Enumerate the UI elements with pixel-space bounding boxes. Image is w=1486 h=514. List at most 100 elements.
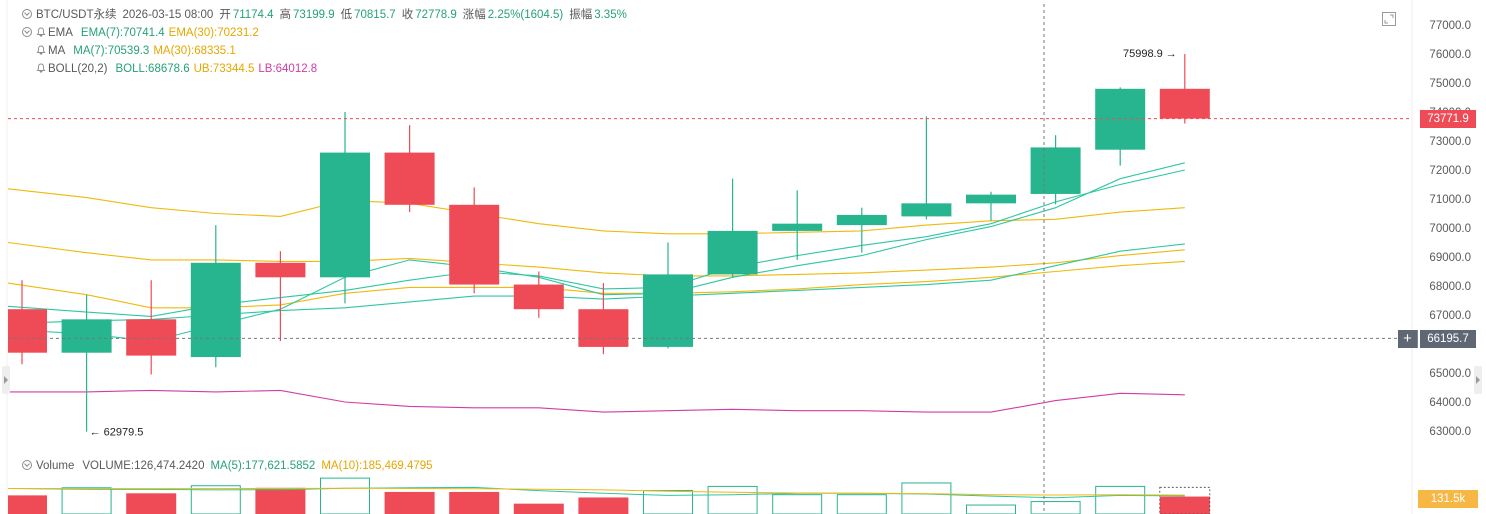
candle-body (61, 319, 112, 353)
open-value: 71174.4 (232, 9, 274, 21)
boll-upper-line (7, 188, 1185, 235)
boll-lower-line (8, 389, 1185, 413)
price-axis: 77000.076000.075000.074000.073000.072000… (1429, 20, 1471, 438)
boll-ub-value: UB:73344.5 (193, 63, 255, 75)
ema-legend: EMA EMA(7):70741.4 EMA(30):70231.2 (22, 26, 263, 40)
volume-bar (578, 497, 629, 514)
ma-bell-icon[interactable] (36, 45, 46, 55)
ma7-line (7, 169, 1185, 317)
amplitude-value: 3.35% (594, 9, 627, 21)
fullscreen-expand-icon[interactable] (1381, 11, 1397, 27)
collapse-chevron-icon[interactable] (22, 9, 32, 19)
low-label: 低 (340, 9, 353, 21)
add-alert-plus-button[interactable]: + (1398, 330, 1418, 348)
candle-body (513, 284, 564, 310)
volume-bar (61, 487, 112, 514)
candle-body (966, 194, 1016, 204)
candle-body (1159, 88, 1210, 119)
volume-bar (320, 477, 370, 514)
candle-body (772, 223, 823, 231)
volume-chevron-icon[interactable] (22, 460, 32, 470)
price-tick-label: 65000.0 (1429, 368, 1471, 380)
price-tick-label: 76000.0 (1429, 49, 1471, 61)
candle-body (643, 274, 693, 347)
time-label: 2026-03-15 08:00 (122, 9, 214, 21)
close-label: 收 (401, 9, 414, 21)
boll-bell-icon[interactable] (36, 63, 46, 73)
price-tick-label: 70000.0 (1429, 223, 1471, 235)
low-value: 70815.7 (354, 9, 396, 21)
volume-bar (384, 491, 435, 514)
crosshair-price-tag: 66195.7 (1420, 330, 1476, 348)
candle-body (707, 230, 758, 275)
ma7-value: MA(7):70539.3 (73, 45, 150, 57)
price-tick-label: 77000.0 (1429, 20, 1471, 32)
volume-bar (643, 490, 693, 514)
candle-body (384, 152, 435, 205)
price-tick-label: 63000.0 (1429, 426, 1471, 438)
crosshair-overlay: 75998.9 → ← 62979.5 (8, 4, 1412, 514)
volume-bar (966, 504, 1016, 514)
volume-bar (513, 503, 564, 514)
volume-bar (1095, 485, 1146, 514)
volume-ma10-value: MA(10):185,469.4795 (321, 460, 433, 472)
left-panel-toggle-handle[interactable] (2, 366, 10, 394)
price-tick-label: 67000.0 (1429, 310, 1471, 322)
candle-body (126, 319, 177, 356)
candle-body (901, 203, 952, 217)
high-price-annotation: 75998.9 → (1123, 48, 1177, 60)
ema-bell-icon[interactable] (36, 27, 46, 37)
candle-body (1095, 88, 1146, 150)
volume-legend: Volume VOLUME:126,474.2420 MA(5):177,621.5… (22, 459, 437, 473)
price-tick-label: 73000.0 (1429, 136, 1471, 148)
candle-body (190, 262, 241, 358)
volume-ma5-value: MA(5):177,621.5852 (210, 460, 316, 472)
volume-value: VOLUME:126,474.2420 (82, 460, 205, 472)
open-label: 开 (219, 9, 231, 21)
volume-bar (772, 494, 823, 514)
candle-body (8, 309, 47, 353)
ma30-line (7, 260, 1185, 309)
volume-bar (836, 494, 887, 514)
volume-bar (1030, 501, 1081, 514)
ohlc-header: BTC/USDT永续 2026-03-15 08:00 开 71174.4 高 73199… (22, 8, 631, 22)
ema30-line (7, 241, 1185, 277)
volume-bar (8, 495, 47, 514)
ema-name: EMA (48, 27, 73, 39)
symbol-label: BTC/USDT永续 (36, 9, 117, 21)
candle-body (320, 152, 370, 278)
volume-bar (1159, 496, 1210, 514)
volume-bar (707, 485, 758, 514)
volume-bar (449, 491, 500, 514)
ma30-value: MA(30):68335.1 (153, 45, 236, 57)
amplitude-label: 振幅 (569, 9, 593, 21)
volume-bar (190, 485, 241, 514)
volume-name: Volume (36, 460, 75, 472)
low-price-annotation: ← 62979.5 (90, 427, 144, 439)
volume-bar (901, 482, 952, 514)
last-price-tag: 73771.9 (1420, 110, 1476, 128)
volume-bar (126, 493, 177, 514)
ema30-value: EMA(30):70231.2 (168, 27, 259, 39)
volume-bar (255, 487, 306, 514)
change-label: 涨幅 (462, 9, 486, 21)
price-tick-label: 69000.0 (1429, 252, 1471, 264)
price-tick-label: 71000.0 (1429, 194, 1471, 206)
candle-body (836, 214, 887, 226)
price-tick-label: 72000.0 (1429, 165, 1471, 177)
right-panel-toggle-handle[interactable] (1474, 366, 1482, 394)
volume-axis-tag: 131.5k (1418, 490, 1478, 508)
candle-body (449, 204, 500, 285)
volume-ma5-line (7, 486, 1185, 499)
boll-legend: BOLL(20,2) BOLL:68678.6 UB:73344.5 LB:64012… (22, 62, 321, 76)
boll-mid-value: BOLL:68678.6 (115, 63, 190, 75)
boll-lb-value: LB:64012.8 (258, 63, 318, 75)
volume-ma10-line (8, 487, 1185, 496)
ema-chevron-icon[interactable] (22, 27, 32, 37)
ma-legend: MA MA(7):70539.3 MA(30):68335.1 (22, 44, 240, 58)
change-value: 2.25%(1604.5) (487, 9, 564, 21)
price-tick-label: 64000.0 (1429, 397, 1471, 409)
price-tick-label: 68000.0 (1429, 281, 1471, 293)
